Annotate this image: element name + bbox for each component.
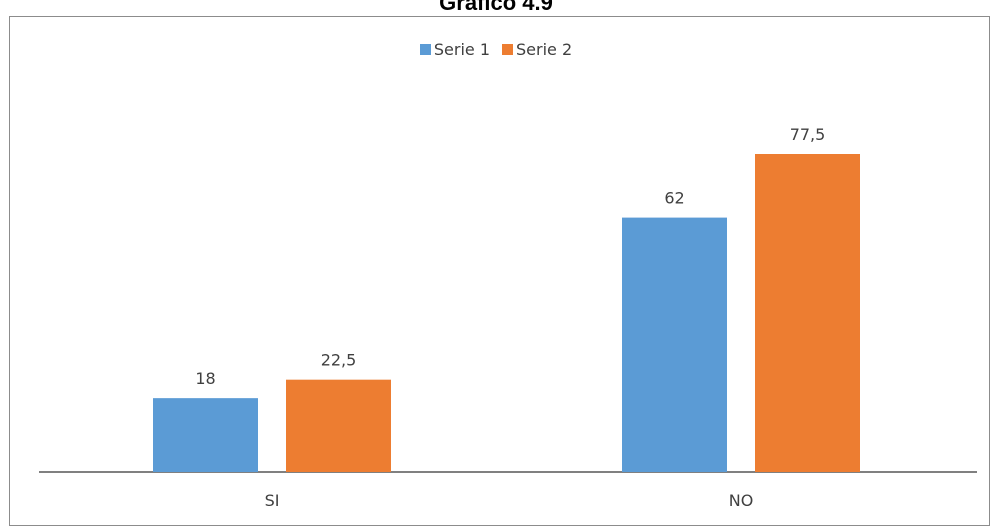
bar-si-series-2 [286, 379, 391, 472]
legend-item-series-1: Serie 1 [419, 40, 490, 59]
legend-label-series-2: Serie 2 [516, 40, 573, 59]
chart-title: Grafico 4.9 [439, 0, 553, 15]
legend-label-series-1: Serie 1 [433, 40, 490, 59]
data-label-si-series-1: 18 [195, 369, 215, 388]
bar-si-series-1 [153, 398, 258, 472]
bar-no-series-1 [622, 217, 727, 472]
category-label-no: NO [729, 491, 754, 510]
legend-swatch-series-2 [502, 44, 513, 55]
legend: Serie 1 Serie 2 [0, 40, 992, 59]
legend-swatch-series-1 [419, 44, 431, 55]
legend-item-series-2: Serie 2 [502, 40, 572, 59]
data-label-si-series-2: 22,5 [321, 351, 357, 370]
data-label-no-series-2: 77,5 [790, 125, 826, 144]
data-label-no-series-1: 62 [664, 189, 684, 208]
bar-no-series-2 [755, 154, 860, 472]
category-label-si: SI [265, 491, 280, 510]
